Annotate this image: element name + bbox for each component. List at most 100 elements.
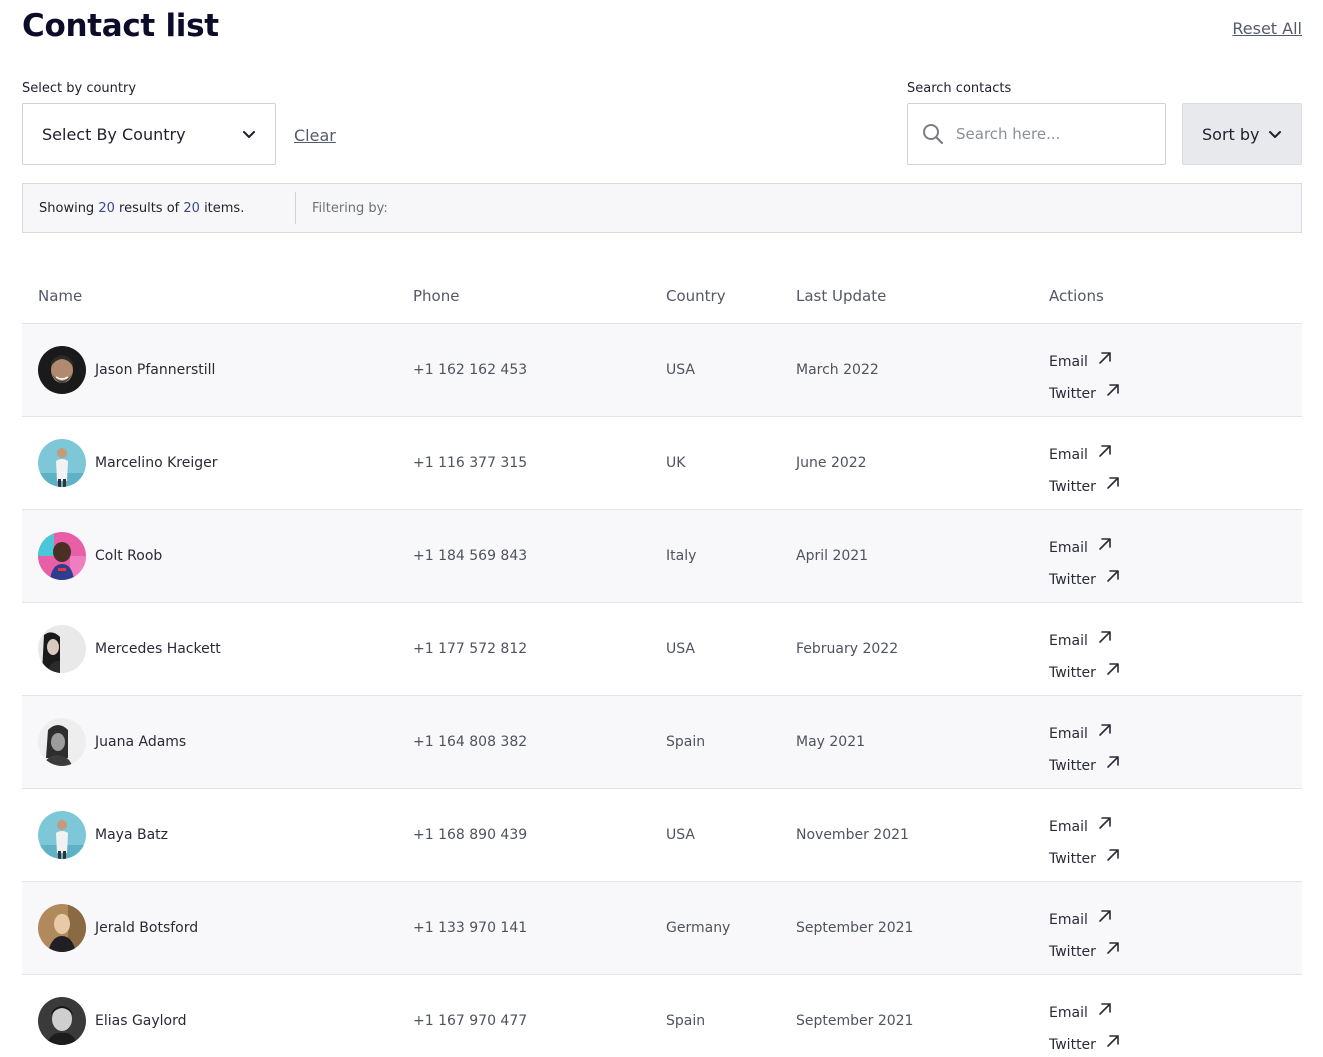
filtering-by-label: Filtering by: xyxy=(312,200,388,216)
phone-cell: +1 162 162 453 xyxy=(413,362,528,378)
last-update-cell: September 2021 xyxy=(796,1013,914,1029)
status-divider xyxy=(295,192,296,224)
email-action-label: Email xyxy=(1049,1005,1088,1021)
email-action-link[interactable]: Email xyxy=(1049,904,1120,936)
table-body: Jason Pfannerstill +1 162 162 453 USA Ma… xyxy=(22,324,1302,1057)
table-row: Marcelino Kreiger +1 116 377 315 UK June… xyxy=(22,417,1302,510)
shown-count: 20 xyxy=(98,200,115,216)
twitter-action-link[interactable]: Twitter xyxy=(1049,564,1120,596)
contact-name: Juana Adams xyxy=(95,734,187,750)
actions-cell: Email Twitter xyxy=(1049,439,1120,503)
twitter-action-link[interactable]: Twitter xyxy=(1049,750,1120,782)
arrow-up-right-icon xyxy=(1098,909,1112,923)
country-cell: UK xyxy=(666,455,686,471)
country-select[interactable]: Select By Country xyxy=(22,103,276,165)
avatar xyxy=(38,532,86,580)
email-action-link[interactable]: Email xyxy=(1049,532,1120,564)
table-row: Maya Batz +1 168 890 439 USA November 20… xyxy=(22,789,1302,882)
avatar xyxy=(38,718,86,766)
twitter-action-label: Twitter xyxy=(1049,386,1096,402)
clear-filter-link[interactable]: Clear xyxy=(294,126,336,145)
column-header-last-update[interactable]: Last Update xyxy=(796,286,887,305)
email-action-link[interactable]: Email xyxy=(1049,346,1120,378)
twitter-action-link[interactable]: Twitter xyxy=(1049,1029,1120,1057)
search-box[interactable] xyxy=(907,103,1166,165)
country-cell: Italy xyxy=(666,548,697,564)
country-select-value: Select By Country xyxy=(42,124,186,144)
twitter-action-label: Twitter xyxy=(1049,665,1096,681)
actions-cell: Email Twitter xyxy=(1049,532,1120,596)
column-header-country[interactable]: Country xyxy=(666,286,726,305)
table-header: Name Phone Country Last Update Actions xyxy=(22,268,1302,324)
contact-name: Elias Gaylord xyxy=(95,1013,187,1029)
avatar xyxy=(38,997,86,1045)
country-cell: USA xyxy=(666,641,695,657)
arrow-up-right-icon xyxy=(1106,941,1120,955)
country-cell: Spain xyxy=(666,1013,706,1029)
actions-cell: Email Twitter xyxy=(1049,625,1120,689)
email-action-link[interactable]: Email xyxy=(1049,718,1120,750)
name-cell: Elias Gaylord xyxy=(38,975,187,1057)
showing-prefix: Showing xyxy=(39,200,95,216)
email-action-label: Email xyxy=(1049,354,1088,370)
table-row: Juana Adams +1 164 808 382 Spain May 202… xyxy=(22,696,1302,789)
twitter-action-link[interactable]: Twitter xyxy=(1049,657,1120,689)
column-header-phone[interactable]: Phone xyxy=(413,286,460,305)
avatar xyxy=(38,625,86,673)
chevron-down-icon xyxy=(1268,127,1282,141)
email-action-link[interactable]: Email xyxy=(1049,625,1120,657)
contact-name: Marcelino Kreiger xyxy=(95,455,218,471)
phone-cell: +1 177 572 812 xyxy=(413,641,528,657)
contact-name: Maya Batz xyxy=(95,827,168,843)
column-header-name[interactable]: Name xyxy=(38,286,83,305)
phone-cell: +1 164 808 382 xyxy=(413,734,528,750)
phone-cell: +1 184 569 843 xyxy=(413,548,528,564)
chevron-down-icon xyxy=(242,127,256,141)
contact-name: Colt Roob xyxy=(95,548,163,564)
country-cell: USA xyxy=(666,362,695,378)
actions-cell: Email Twitter xyxy=(1049,997,1120,1057)
email-action-label: Email xyxy=(1049,819,1088,835)
sort-by-button[interactable]: Sort by xyxy=(1182,103,1302,165)
arrow-up-right-icon xyxy=(1098,351,1112,365)
twitter-action-link[interactable]: Twitter xyxy=(1049,378,1120,410)
twitter-action-link[interactable]: Twitter xyxy=(1049,471,1120,503)
twitter-action-link[interactable]: Twitter xyxy=(1049,936,1120,968)
arrow-up-right-icon xyxy=(1106,848,1120,862)
email-action-link[interactable]: Email xyxy=(1049,439,1120,471)
search-input[interactable] xyxy=(954,124,1148,144)
phone-cell: +1 168 890 439 xyxy=(413,827,528,843)
contact-name: Mercedes Hackett xyxy=(95,641,221,657)
actions-cell: Email Twitter xyxy=(1049,346,1120,410)
email-action-label: Email xyxy=(1049,447,1088,463)
last-update-cell: May 2021 xyxy=(796,734,866,750)
twitter-action-label: Twitter xyxy=(1049,944,1096,960)
name-cell: Colt Roob xyxy=(38,510,162,602)
country-filter-label: Select by country xyxy=(22,81,137,96)
twitter-action-label: Twitter xyxy=(1049,572,1096,588)
twitter-action-label: Twitter xyxy=(1049,479,1096,495)
email-action-link[interactable]: Email xyxy=(1049,811,1120,843)
twitter-action-label: Twitter xyxy=(1049,758,1096,774)
reset-all-link[interactable]: Reset All xyxy=(1232,19,1302,38)
arrow-up-right-icon xyxy=(1106,476,1120,490)
email-action-label: Email xyxy=(1049,912,1088,928)
avatar xyxy=(38,346,86,394)
actions-cell: Email Twitter xyxy=(1049,904,1120,968)
sort-by-label: Sort by xyxy=(1202,124,1260,144)
name-cell: Maya Batz xyxy=(38,789,168,881)
table-row: Jason Pfannerstill +1 162 162 453 USA Ma… xyxy=(22,324,1302,417)
email-action-link[interactable]: Email xyxy=(1049,997,1120,1029)
phone-cell: +1 167 970 477 xyxy=(413,1013,528,1029)
table-row: Mercedes Hackett +1 177 572 812 USA Febr… xyxy=(22,603,1302,696)
last-update-cell: February 2022 xyxy=(796,641,899,657)
arrow-up-right-icon xyxy=(1098,444,1112,458)
results-of-text: results of xyxy=(119,200,180,216)
email-action-label: Email xyxy=(1049,726,1088,742)
twitter-action-link[interactable]: Twitter xyxy=(1049,843,1120,875)
arrow-up-right-icon xyxy=(1098,723,1112,737)
country-cell: USA xyxy=(666,827,695,843)
name-cell: Jason Pfannerstill xyxy=(38,324,215,416)
phone-cell: +1 116 377 315 xyxy=(413,455,528,471)
email-action-label: Email xyxy=(1049,540,1088,556)
